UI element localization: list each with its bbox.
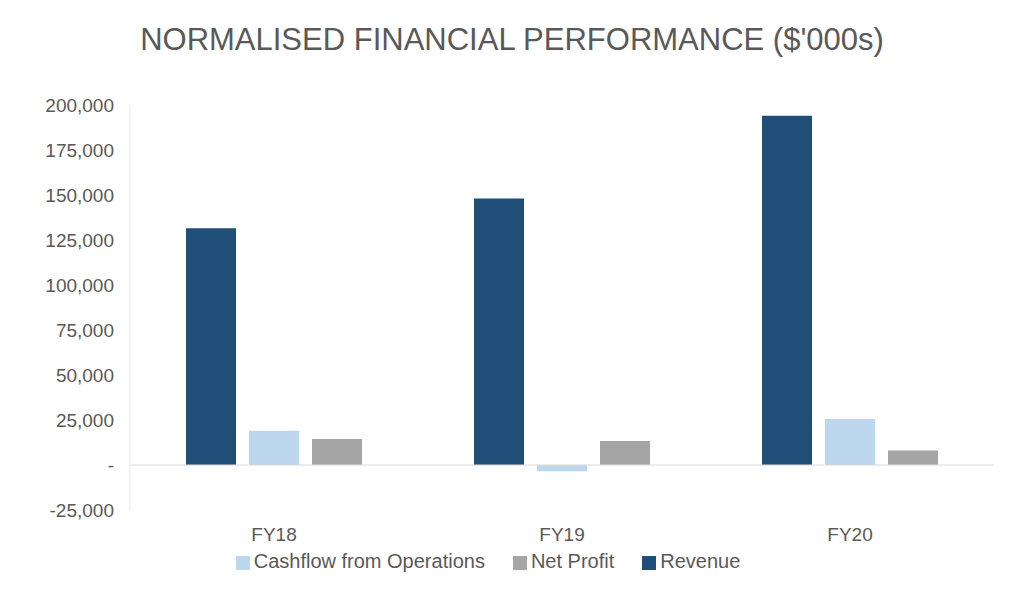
svg-text:200,000: 200,000 <box>45 95 114 116</box>
svg-text:75,000: 75,000 <box>56 320 114 341</box>
svg-text:25,000: 25,000 <box>56 410 114 431</box>
html-text:Net Profit: Net Profit <box>530 550 615 572</box>
svg-text:125,000: 125,000 <box>45 230 114 251</box>
svg-text:175,000: 175,000 <box>45 140 114 161</box>
svg-text:-25,000: -25,000 <box>50 500 114 521</box>
svg-text:100,000: 100,000 <box>45 275 114 296</box>
html-text:Revenue: Revenue <box>660 550 741 572</box>
svg-text:-: - <box>108 455 114 476</box>
svg-text:50,000: 50,000 <box>56 365 114 386</box>
svg-text:FY19: FY19 <box>539 524 584 545</box>
svg-text:FY18: FY18 <box>251 524 296 545</box>
svg-text:FY20: FY20 <box>827 524 872 545</box>
svg-text:150,000: 150,000 <box>45 185 114 206</box>
html-text:Cashflow from Operations: Cashflow from Operations <box>253 550 485 572</box>
html-text:NORMALISED FINANCIAL PERFORMAN: NORMALISED FINANCIAL PERFORMANCE ($'000s… <box>140 22 884 57</box>
